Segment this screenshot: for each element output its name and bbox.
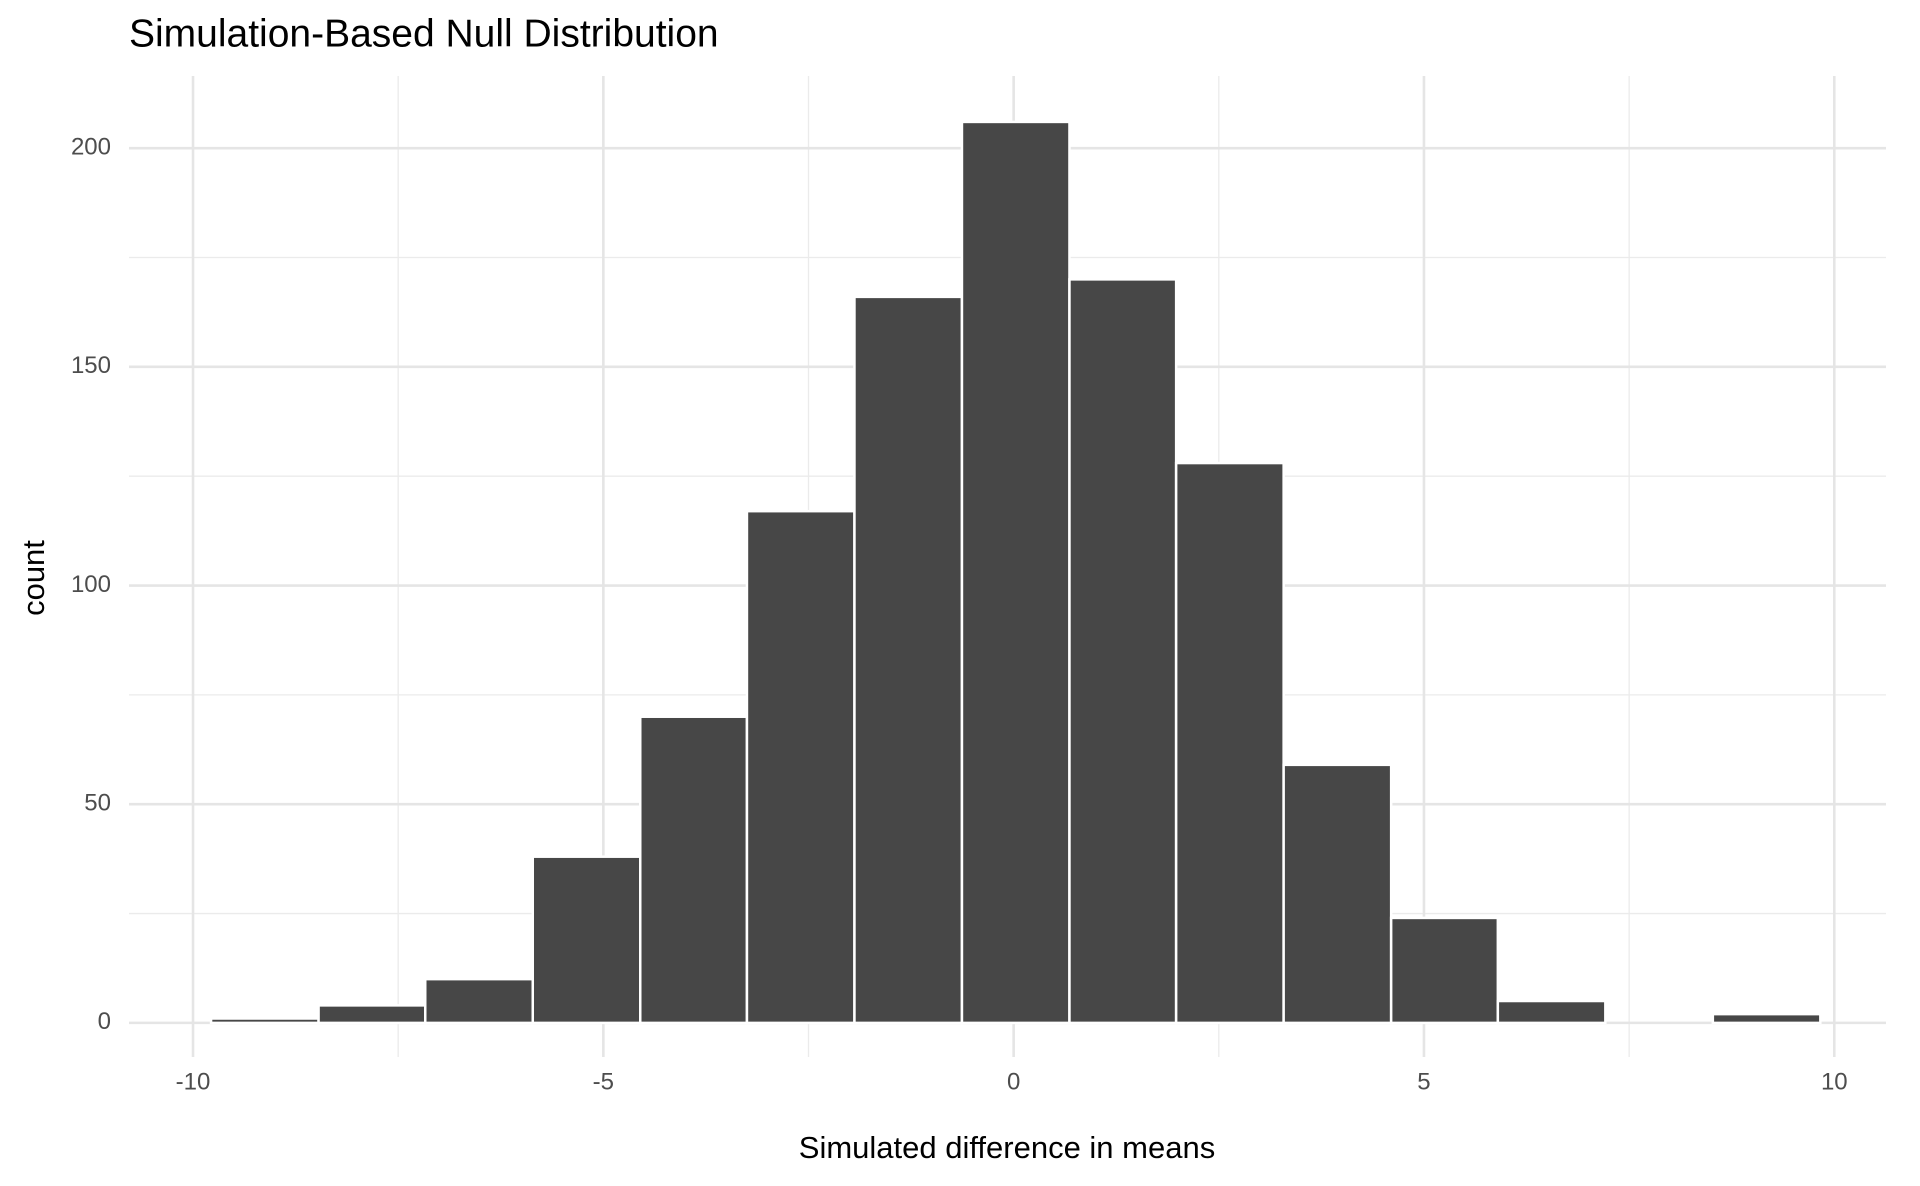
y-tick-label: 50 <box>84 790 111 817</box>
y-tick-label: 150 <box>71 352 111 379</box>
y-tick-label: 100 <box>71 571 111 598</box>
bar <box>317 1004 427 1025</box>
bar <box>209 1017 320 1025</box>
y-tick-label: 200 <box>71 134 111 161</box>
x-tick-label: 10 <box>1821 1068 1848 1095</box>
bar <box>1711 1012 1822 1025</box>
chart-title: Simulation-Based Null Distribution <box>129 12 719 55</box>
x-tick-label: 5 <box>1417 1068 1430 1095</box>
bar <box>1389 916 1500 1025</box>
x-axis-title: Simulated difference in means <box>799 1130 1215 1165</box>
y-tick-label: 0 <box>98 1008 111 1035</box>
bar <box>1496 999 1607 1025</box>
bar <box>1068 278 1178 1025</box>
x-tick-label: 0 <box>1007 1068 1020 1095</box>
bar <box>1174 461 1285 1025</box>
y-axis-title: count <box>16 540 51 616</box>
bar <box>1282 763 1393 1025</box>
bar <box>745 509 856 1025</box>
bar <box>853 295 964 1025</box>
bar <box>531 855 642 1025</box>
x-tick-label: -5 <box>593 1068 614 1095</box>
bar <box>639 715 749 1025</box>
bar <box>424 977 535 1025</box>
x-tick-label: -10 <box>176 1068 211 1095</box>
bar <box>960 120 1071 1025</box>
